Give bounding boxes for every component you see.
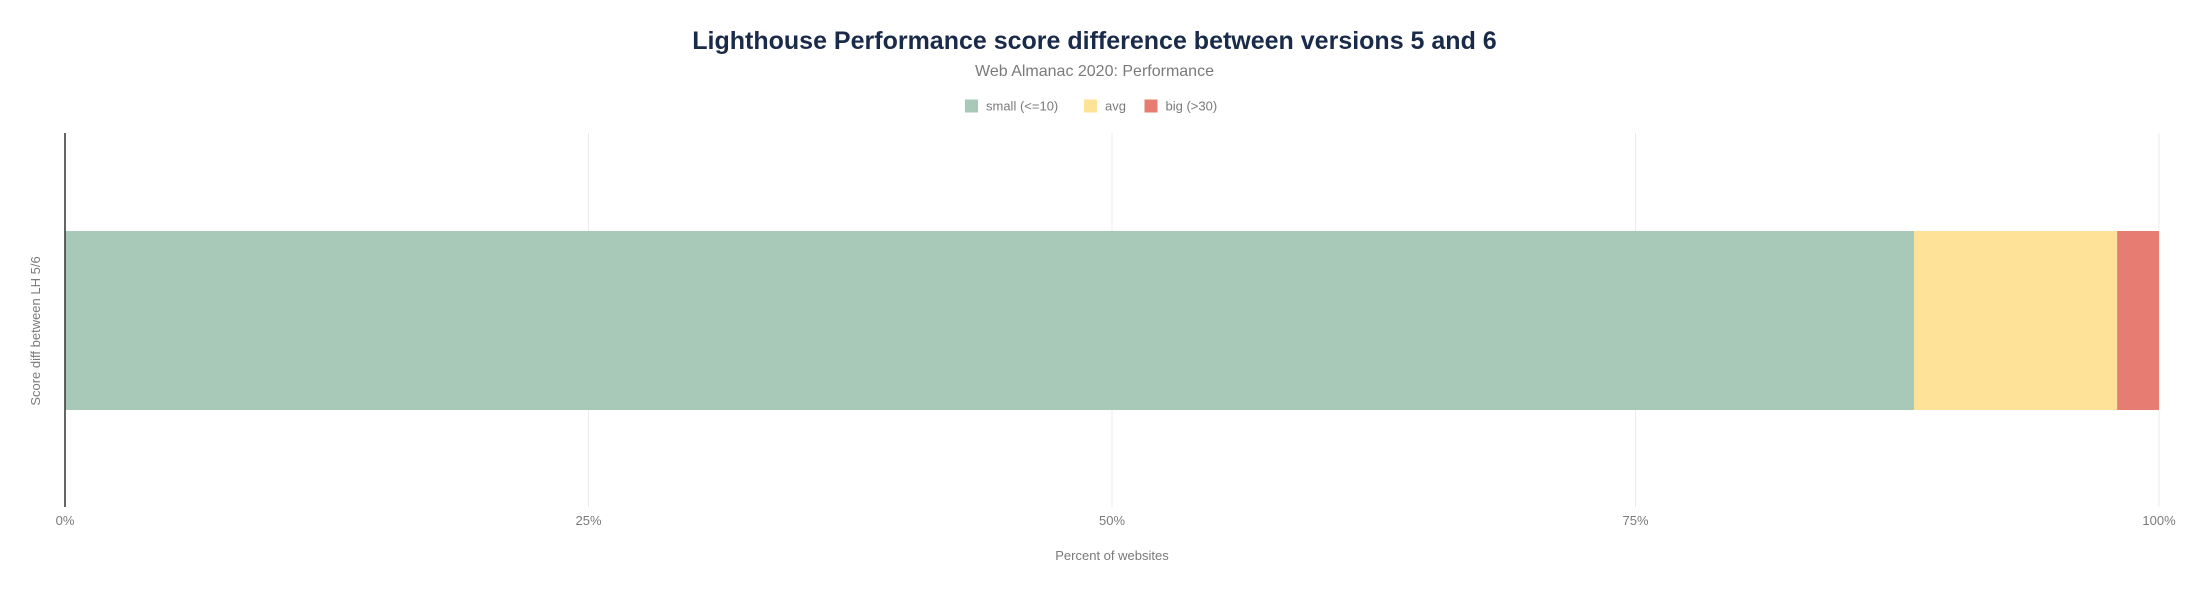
legend-label: small (<=10) <box>986 99 1058 114</box>
bar-segment[interactable] <box>65 231 1915 410</box>
legend-item[interactable]: avg <box>1084 99 1126 114</box>
legend-swatch <box>1084 99 1097 113</box>
chart-title: Lighthouse Performance score difference … <box>692 27 1496 55</box>
y-axis-label: Score diff between LH 5/6 <box>28 256 43 405</box>
legend-label: big (>30) <box>1166 99 1218 114</box>
x-tick-label: 100% <box>2142 513 2176 528</box>
chart-subtitle: Web Almanac 2020: Performance <box>975 63 1214 80</box>
legend-item[interactable]: big (>30) <box>1144 99 1218 114</box>
x-axis-ticks: 0% 25% 50% 75% 100% <box>56 513 2176 528</box>
legend-swatch <box>965 99 978 113</box>
x-tick-label: 50% <box>1099 513 1125 528</box>
x-axis-label: Percent of websites <box>1055 548 1169 563</box>
x-tick-label: 0% <box>56 513 75 528</box>
bar-segment[interactable] <box>1914 231 2118 410</box>
x-tick-label: 75% <box>1622 513 1648 528</box>
bar-segment[interactable] <box>2117 231 2159 410</box>
bars <box>65 231 2159 410</box>
x-tick-label: 25% <box>575 513 601 528</box>
legend-label: avg <box>1105 99 1126 114</box>
legend: small (<=10) avg big (>30) <box>965 99 1217 114</box>
legend-item[interactable]: small (<=10) <box>965 99 1058 114</box>
legend-swatch <box>1144 99 1158 113</box>
